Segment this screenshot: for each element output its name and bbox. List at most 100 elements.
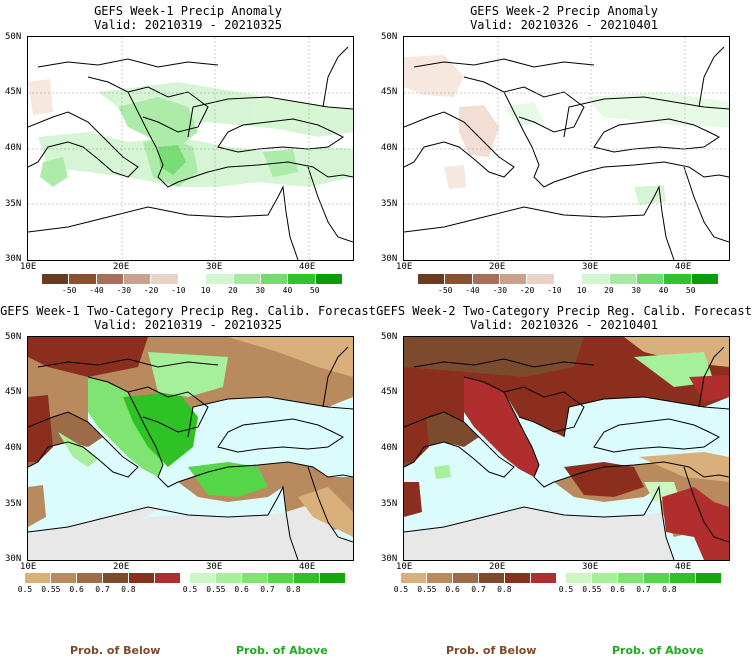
land-area xyxy=(689,375,729,402)
land-area xyxy=(58,432,98,467)
panel-title: GEFS Week-2 Two-Category Precip Reg. Cal… xyxy=(376,304,752,318)
border xyxy=(322,46,349,108)
panel-valid-dates: Valid: 20210319 - 20210325 xyxy=(94,18,282,32)
lat-label: 30N xyxy=(5,554,22,564)
prob-above-colorbar-ticks: 0.5 0.55 0.6 0.7 0.8 xyxy=(559,585,721,595)
no-data-area xyxy=(28,512,298,560)
border xyxy=(307,166,353,243)
lon-label: 10E xyxy=(396,262,413,272)
border xyxy=(127,386,209,433)
lat-label: 45N xyxy=(381,87,398,97)
coastline xyxy=(404,411,515,478)
anomaly-colorbar-tick: 50 xyxy=(685,286,696,295)
panel-week1-anomaly: GEFS Week-1 Precip Anomaly Valid: 202103… xyxy=(0,0,376,300)
border xyxy=(503,86,585,133)
border xyxy=(683,166,729,243)
map-week2-probability xyxy=(403,336,730,561)
prob-above-colorbar-tick: 0.55 xyxy=(206,585,226,594)
prob-below-colorbar-tick: 0.7 xyxy=(471,585,486,594)
coastline xyxy=(404,485,663,533)
lon-label: 30E xyxy=(206,562,223,572)
coastline xyxy=(404,185,663,233)
prob-above-colorbar-segment xyxy=(644,573,670,583)
prob-above-colorbar-segment xyxy=(268,573,294,583)
coastline xyxy=(187,396,353,438)
coastline xyxy=(28,185,287,233)
lon-label: 20E xyxy=(489,562,506,572)
panel-title: GEFS Week-1 Precip Anomaly xyxy=(94,4,282,18)
anomaly-colorbar-tick: -50 xyxy=(438,286,453,295)
coastline xyxy=(285,211,299,260)
anomaly-negative-area xyxy=(444,165,466,189)
anomaly-colorbar-ticks: -50 -40 -30 -20 -10 10 20 30 40 50 xyxy=(418,286,718,296)
anomaly-colorbar-segment xyxy=(636,274,665,284)
prob-above-colorbar-tick: 0.5 xyxy=(182,585,198,594)
coastline xyxy=(563,96,729,138)
border xyxy=(37,58,219,68)
probability-map-graphic xyxy=(28,337,353,560)
anomaly-colorbar xyxy=(42,274,342,284)
anomaly-colorbar-segment xyxy=(582,274,610,284)
lon-label: 40E xyxy=(675,562,692,572)
coastline xyxy=(217,118,344,153)
prob-below-colorbar-tick: 0.6 xyxy=(69,585,84,594)
anomaly-colorbar-tick: 50 xyxy=(309,286,320,295)
anomaly-colorbar-segment xyxy=(418,274,446,284)
anomaly-colorbar-segment xyxy=(315,274,342,284)
lat-label: 50N xyxy=(381,32,398,42)
lon-label: 10E xyxy=(396,562,413,572)
prob-below-colorbar-segment xyxy=(401,573,427,583)
prob-below-colorbar-segment xyxy=(505,573,531,583)
anomaly-positive-area xyxy=(504,102,544,127)
anomaly-colorbar-segment xyxy=(554,274,583,284)
land-area xyxy=(404,395,429,462)
prob-above-label: Prob. of Above xyxy=(236,644,328,657)
prob-above-colorbar-ticks: 0.5 0.55 0.6 0.7 0.8 xyxy=(183,585,345,595)
land-area xyxy=(188,462,268,497)
land-area xyxy=(404,337,584,377)
anomaly-colorbar-tick: -20 xyxy=(519,286,535,295)
lat-label: 35N xyxy=(381,499,398,509)
border xyxy=(683,466,729,543)
lon-label: 40E xyxy=(299,262,316,272)
anomaly-colorbar-tick: -30 xyxy=(116,286,132,295)
prob-below-colorbar-tick: 0.8 xyxy=(121,585,136,594)
lon-label: 30E xyxy=(582,262,599,272)
prob-below-colorbar-segment xyxy=(51,573,77,583)
probability-map-graphic xyxy=(404,337,729,560)
land-area xyxy=(28,485,46,527)
prob-below-label: Prob. of Below xyxy=(70,644,161,657)
prob-below-colorbar-tick: 0.55 xyxy=(41,585,61,594)
border xyxy=(322,346,349,408)
panel-week2-anomaly: GEFS Week-2 Precip Anomaly Valid: 202103… xyxy=(376,0,752,300)
border xyxy=(413,58,595,68)
anomaly-colorbar-tick: -30 xyxy=(492,286,508,295)
coastline xyxy=(177,161,353,183)
anomaly-colorbar-tick: 20 xyxy=(604,286,614,295)
lon-label: 40E xyxy=(299,562,316,572)
anomaly-colorbar-segment xyxy=(233,274,261,284)
coastline xyxy=(187,96,353,138)
land-area xyxy=(464,377,539,477)
anomaly-colorbar-segment xyxy=(206,274,234,284)
anomaly-colorbar-tick: 20 xyxy=(228,286,238,295)
lon-label: 10E xyxy=(20,562,37,572)
prob-below-colorbar-segment xyxy=(531,573,556,583)
coastline xyxy=(593,418,720,453)
prob-below-colorbar-segment xyxy=(155,573,180,583)
prob-below-colorbar-tick: 0.8 xyxy=(497,585,512,594)
anomaly-colorbar-segment xyxy=(445,274,473,284)
land-area xyxy=(662,487,729,560)
coastline xyxy=(285,511,299,560)
coastline xyxy=(553,461,729,483)
prob-below-label: Prob. of Below xyxy=(446,644,537,657)
anomaly-colorbar-segment xyxy=(288,274,316,284)
anomaly-colorbar-segment xyxy=(609,274,637,284)
anomaly-colorbar-segment xyxy=(260,274,289,284)
anomaly-negative-area xyxy=(459,105,499,157)
anomaly-colorbar-tick: 30 xyxy=(631,286,641,295)
anomaly-colorbar-tick: 30 xyxy=(255,286,265,295)
border xyxy=(307,466,353,543)
anomaly-colorbar-segment xyxy=(527,274,555,284)
anomaly-colorbar-tick: -40 xyxy=(89,286,104,295)
